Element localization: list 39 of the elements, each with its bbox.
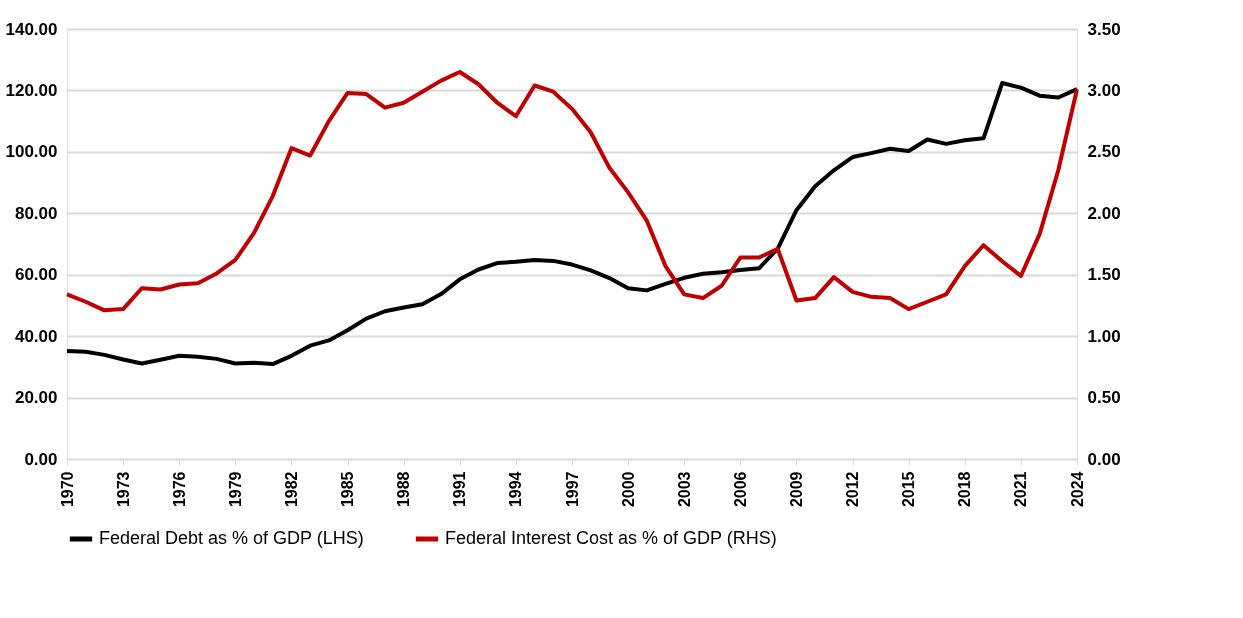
x-tick-label: 1985 — [339, 471, 357, 508]
x-tick-label: 1979 — [226, 471, 244, 508]
y-tick-label: 140.00 — [5, 19, 58, 39]
x-tick-label: 2000 — [619, 471, 637, 508]
x-tick-label: 2024 — [1068, 471, 1086, 508]
y2-tick-label: 3.50 — [1087, 19, 1121, 39]
x-tick-label: 2003 — [675, 471, 693, 508]
x-tick-label: 2018 — [956, 471, 974, 508]
legend-label: Federal Debt as % of GDP (LHS) — [99, 528, 364, 548]
x-tick-label: 1976 — [170, 471, 188, 508]
y-tick-label: 120.00 — [5, 80, 58, 100]
legend-label: Federal Interest Cost as % of GDP (RHS) — [445, 528, 777, 548]
y-tick-label: 80.00 — [14, 203, 58, 223]
x-tick-label: 1991 — [451, 471, 469, 508]
y-tick-label: 40.00 — [14, 326, 58, 346]
x-tick-label: 2009 — [787, 471, 805, 508]
x-tick-label: 1973 — [114, 471, 132, 508]
y-tick-label: 0.00 — [24, 449, 58, 469]
x-tick-label: 1994 — [507, 471, 525, 508]
y-tick-label: 20.00 — [14, 388, 58, 408]
y2-tick-label: 1.00 — [1087, 326, 1121, 346]
y2-tick-label: 2.50 — [1087, 142, 1121, 162]
line-series — [65, 70, 1079, 313]
x-tick-label: 1982 — [282, 471, 300, 508]
y-tick-label: 60.00 — [14, 265, 58, 285]
y-tick-label: 100.00 — [5, 142, 58, 162]
x-tick-label: 1988 — [395, 471, 413, 508]
x-tick-label: 1997 — [563, 471, 581, 508]
y2-tick-label: 1.50 — [1087, 265, 1121, 285]
y2-tick-label: 0.00 — [1087, 449, 1121, 469]
y2-tick-label: 0.50 — [1087, 388, 1121, 408]
y2-tick-label: 2.00 — [1087, 203, 1121, 223]
line-series — [65, 81, 1079, 367]
x-tick-label: 2006 — [731, 471, 749, 508]
x-tick-label: 2021 — [1012, 471, 1030, 508]
x-tick-label: 2012 — [844, 471, 862, 508]
y2-tick-label: 3.00 — [1087, 80, 1121, 100]
x-tick-label: 1970 — [58, 471, 76, 508]
x-tick-label: 2015 — [900, 471, 918, 508]
